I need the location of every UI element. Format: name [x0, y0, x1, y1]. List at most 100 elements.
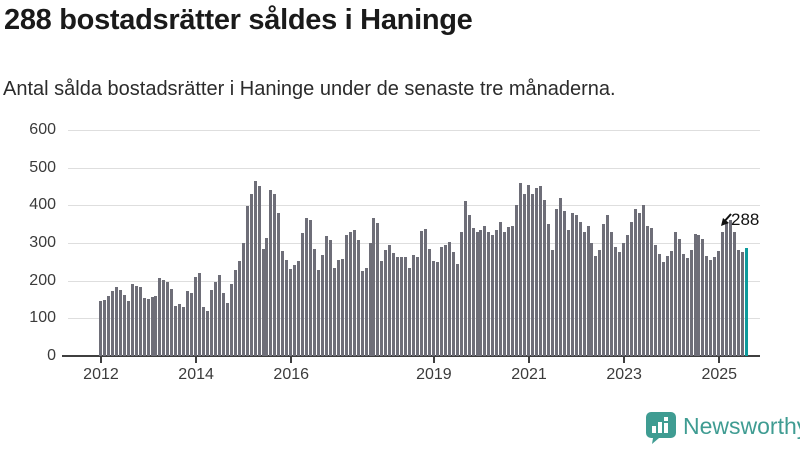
bar	[269, 190, 273, 356]
gridline	[68, 243, 760, 244]
bar	[328, 240, 332, 356]
bar	[531, 194, 534, 356]
bar	[400, 257, 404, 356]
bar	[162, 280, 166, 356]
bar	[574, 215, 578, 356]
bar	[725, 222, 729, 356]
bar	[182, 307, 186, 356]
bar	[217, 275, 221, 356]
bar	[630, 222, 634, 356]
bar	[562, 211, 566, 356]
bar	[479, 230, 483, 356]
bar	[665, 256, 669, 356]
bar	[737, 250, 741, 356]
y-tick-label: 300	[29, 234, 56, 251]
bar	[693, 234, 697, 356]
bar	[316, 270, 320, 356]
x-tick-label: 2016	[273, 366, 310, 383]
bar	[237, 261, 241, 356]
bar	[114, 287, 118, 356]
bar	[420, 231, 424, 356]
bar	[202, 307, 206, 356]
bar	[582, 232, 586, 356]
bar	[186, 291, 190, 356]
bar	[380, 261, 384, 356]
bar	[213, 282, 217, 356]
bar	[443, 245, 447, 356]
bar	[546, 224, 550, 356]
bar	[685, 258, 689, 356]
bar	[257, 186, 261, 356]
x-tick-mark	[195, 357, 198, 363]
bar	[439, 247, 443, 356]
bar	[142, 298, 146, 356]
bar	[221, 293, 225, 356]
bar	[297, 261, 301, 356]
bar	[645, 226, 649, 356]
bar	[336, 260, 340, 356]
bar	[384, 250, 388, 356]
bar	[566, 230, 570, 356]
bar	[424, 229, 427, 356]
x-tick-label: 2023	[606, 366, 642, 383]
bar	[435, 262, 439, 356]
bar	[483, 226, 487, 356]
x-tick-mark	[432, 357, 435, 363]
bar	[261, 249, 265, 356]
bar	[586, 226, 590, 356]
bar	[190, 293, 194, 356]
gridline	[68, 205, 760, 207]
y-tick-label: 400	[29, 196, 56, 214]
bar	[245, 206, 249, 356]
bar	[641, 205, 645, 356]
bar	[713, 257, 717, 356]
bar	[265, 238, 269, 356]
bar	[102, 300, 106, 356]
bar	[134, 286, 138, 356]
bar	[352, 230, 356, 356]
bar	[170, 289, 174, 356]
bar	[503, 232, 507, 356]
bar	[324, 236, 328, 356]
bar	[733, 232, 737, 356]
x-tick-label: 2021	[511, 366, 547, 383]
bar	[467, 215, 471, 356]
bar	[701, 239, 705, 356]
bar	[241, 243, 245, 356]
bar	[542, 200, 546, 356]
highlighted-bar	[745, 248, 749, 356]
bar	[459, 232, 463, 356]
x-axis-line	[62, 355, 760, 357]
bar	[150, 297, 154, 356]
bar	[657, 254, 661, 356]
bar	[289, 269, 293, 356]
bar	[412, 255, 416, 356]
x-tick-mark	[290, 357, 293, 363]
bar	[689, 250, 693, 356]
bar	[320, 255, 324, 356]
bar	[376, 223, 380, 356]
bar	[396, 257, 400, 356]
bar	[332, 268, 336, 356]
bar	[273, 194, 277, 356]
newsworthy-brand-text: Newsworthy	[683, 413, 800, 439]
gridline	[68, 130, 760, 131]
annotation-arrow-icon	[719, 213, 733, 234]
bar	[368, 243, 372, 356]
bar	[198, 273, 202, 356]
x-tick-label: 2019	[416, 366, 452, 383]
bar	[570, 213, 574, 356]
bar	[344, 235, 348, 356]
bar	[99, 301, 102, 356]
bar	[717, 251, 721, 356]
bar	[138, 287, 142, 356]
bar	[225, 303, 229, 356]
bar	[598, 250, 602, 356]
bar	[523, 194, 527, 356]
bar	[554, 209, 558, 356]
bar	[594, 256, 598, 356]
bar	[356, 240, 360, 356]
bar	[122, 295, 126, 356]
bar	[610, 232, 614, 356]
bar	[194, 277, 198, 356]
